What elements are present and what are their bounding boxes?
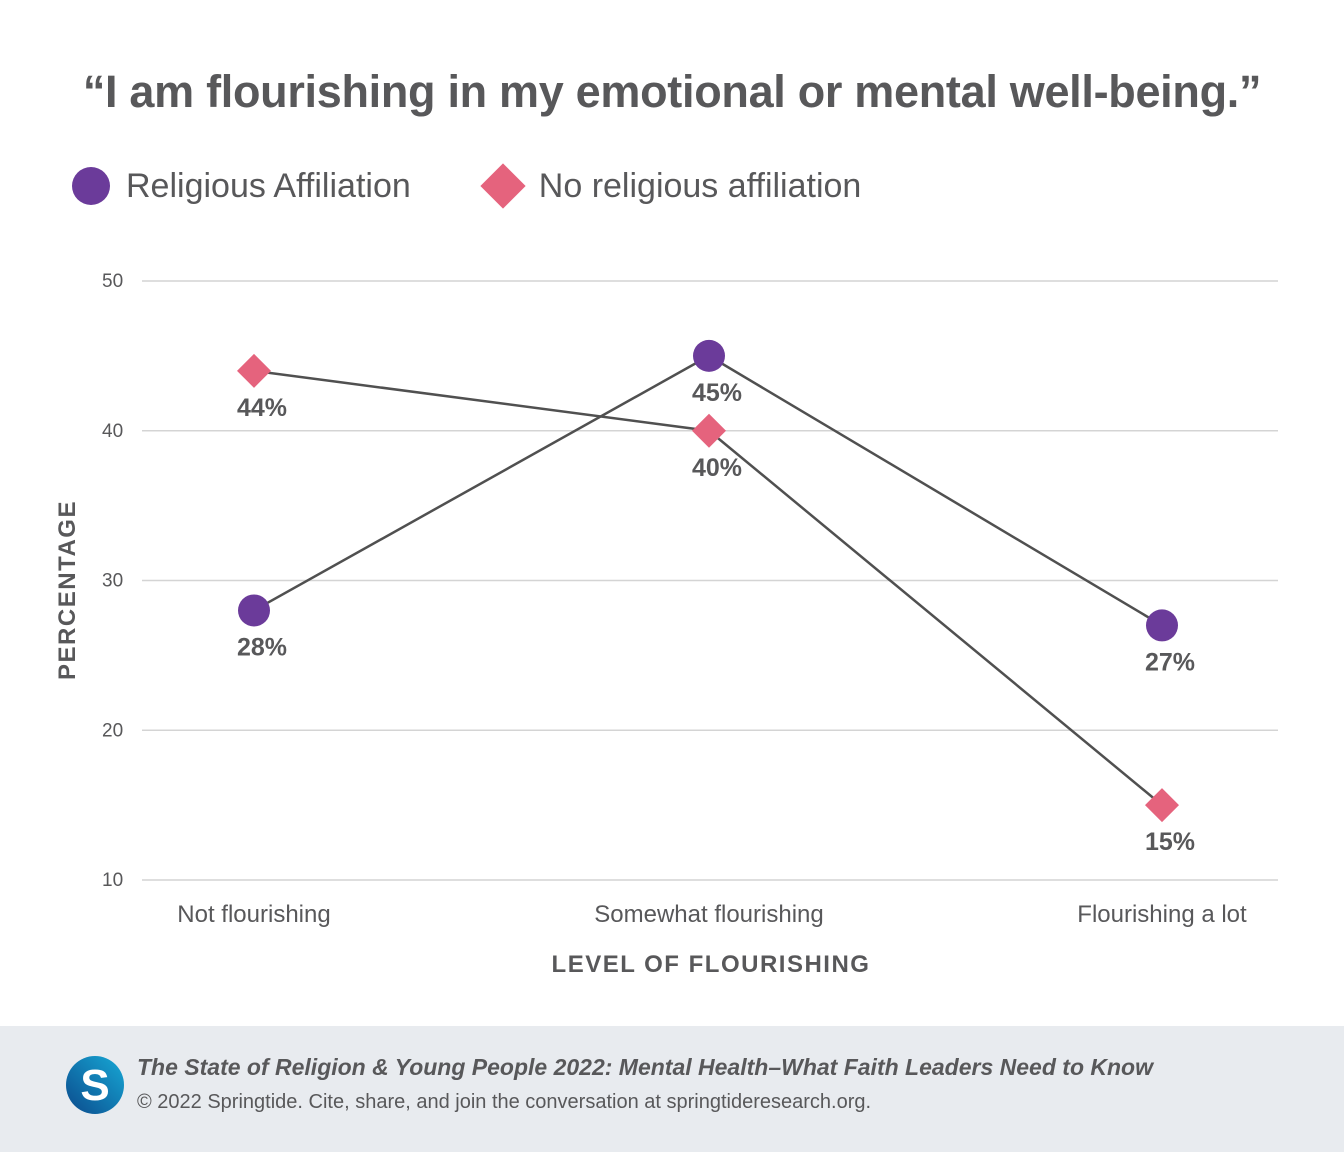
x-tick-label-2: Somewhat flourishing: [594, 901, 823, 928]
legend-label-religious: Religious Affiliation: [126, 166, 411, 205]
data-label-2-3: 15%: [1145, 828, 1195, 856]
data-label-1-2: 45%: [692, 379, 742, 407]
y-tick-label-50: 50: [102, 271, 123, 292]
y-axis-title: PERCENTAGE: [54, 500, 81, 680]
y-tick-label-20: 20: [102, 720, 123, 741]
svg-text:S: S: [80, 1061, 109, 1110]
legend: Religious Affiliation No religious affil…: [72, 162, 927, 210]
footer: S The State of Religion & Young People 2…: [0, 1026, 1344, 1152]
point-2-3: [1145, 788, 1179, 823]
legend-label-no-religious: No religious affiliation: [538, 166, 862, 205]
footer-report-title: The State of Religion & Young People 202…: [137, 1054, 1153, 1080]
data-label-1-1: 28%: [237, 633, 287, 661]
point-1-2: [693, 339, 725, 372]
y-tick-label-40: 40: [102, 421, 123, 442]
point-2-1: [237, 353, 271, 388]
data-label-2-1: 44%: [237, 394, 287, 422]
point-1-1: [238, 594, 270, 627]
legend-item-religious: Religious Affiliation: [72, 167, 411, 206]
x-tick-label-3: Flourishing a lot: [1077, 901, 1247, 928]
data-label-2-2: 40%: [692, 454, 742, 482]
legend-circle-marker: [72, 167, 110, 205]
point-2-2: [692, 413, 726, 448]
springtide-logo-icon: S: [66, 1056, 124, 1114]
y-tick-label-30: 30: [102, 571, 123, 592]
line-chart: 10 20 30 40 50 Not flourishing Somewhat flouri…: [54, 271, 1278, 978]
y-tick-label-10: 10: [102, 870, 123, 891]
x-axis-title: LEVEL OF FLOURISHING: [552, 951, 871, 978]
legend-item-no-religious: No religious affiliation: [477, 163, 862, 209]
footer-credit: © 2022 Springtide. Cite, share, and join…: [137, 1091, 872, 1113]
chart-title: “I am flourishing in my emotional or men…: [82, 66, 1262, 117]
x-tick-label-1: Not flourishing: [177, 901, 330, 928]
data-label-1-3: 27%: [1145, 648, 1195, 676]
point-1-3: [1146, 609, 1178, 642]
